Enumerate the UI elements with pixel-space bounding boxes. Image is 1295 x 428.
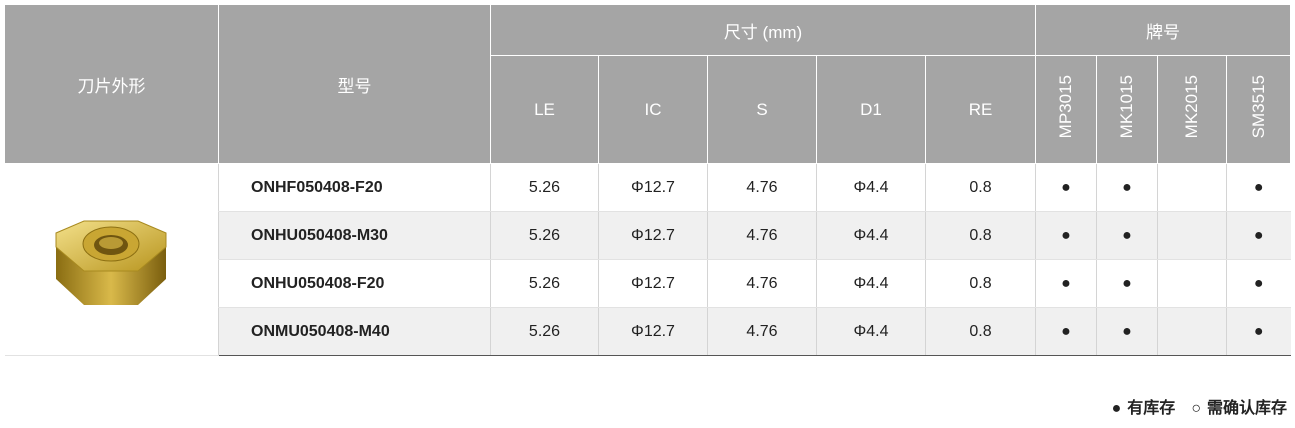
header-cell: S (707, 55, 817, 164)
dimension-cell: Φ4.4 (816, 211, 926, 260)
header-text: SM3515 (1248, 75, 1268, 139)
grade-cell: ● (1035, 259, 1097, 308)
grade-cell: ● (1226, 211, 1291, 260)
header-cell: 尺寸 (mm) (490, 4, 1036, 56)
dimension-cell: 5.26 (490, 163, 599, 212)
legend-symbol: ● (1111, 400, 1122, 417)
grade-cell (1157, 259, 1227, 308)
dimension-cell: 4.76 (707, 307, 817, 356)
header-cell: SM3515 (1226, 55, 1291, 164)
grade-cell: ● (1096, 259, 1158, 308)
grade-cell (1157, 163, 1227, 212)
model-cell: ONMU050408-M40 (218, 307, 491, 356)
dimension-cell: 0.8 (925, 163, 1036, 212)
table-row: ONMU050408-M40 5.26 Φ12.7 4.76 Φ4.4 0.8 ● ● ● (5, 307, 1291, 356)
dimension-cell: 5.26 (490, 211, 599, 260)
dimension-cell: 4.76 (707, 259, 817, 308)
header-cell: MK2015 (1157, 55, 1227, 164)
dimension-cell: 0.8 (925, 259, 1036, 308)
header-row: LE IC S D1 RE MP3015 MK1015 MK2015 SM3515 (5, 55, 1291, 164)
dimension-cell: Φ4.4 (816, 307, 926, 356)
grade-cell (1157, 307, 1227, 356)
dimension-cell: 0.8 (925, 211, 1036, 260)
header-cell: LE (490, 55, 599, 164)
dimension-cell: 0.8 (925, 307, 1036, 356)
grade-cell: ● (1035, 307, 1097, 356)
product-table: 刀片外形 型号 尺寸 (mm) 牌号 LE IC S D1 RE MP3015 MK1015… (4, 4, 1291, 356)
table-body: ONHF050408-F20 5.26 Φ12.7 4.76 Φ4.4 0.8 ● ● ● ONH… (4, 163, 1291, 356)
header-cell: RE (925, 55, 1036, 164)
dimension-cell: 4.76 (707, 211, 817, 260)
header-text: MK1015 (1117, 75, 1136, 139)
insert-image (55, 220, 167, 305)
dimension-cell: Φ12.7 (598, 163, 708, 212)
grade-cell: ● (1035, 163, 1097, 212)
header-text: MK2015 (1182, 75, 1201, 139)
grade-cell: ● (1226, 307, 1291, 356)
grade-cell: ● (1226, 163, 1291, 212)
table-row: ONHU050408-F20 5.26 Φ12.7 4.76 Φ4.4 0.8 ● ● ● (5, 259, 1291, 308)
header-row: 刀片外形 型号 尺寸 (mm) 牌号 (4, 4, 1291, 164)
image-cell (4, 163, 219, 356)
dimension-cell: Φ12.7 (598, 259, 708, 308)
header-cell: IC (598, 55, 708, 164)
header-cell: MP3015 (1035, 55, 1097, 164)
grade-cell: ● (1035, 211, 1097, 260)
dimension-cell: Φ4.4 (816, 163, 926, 212)
header-cell: 刀片外形 (4, 4, 219, 164)
legend-label: 有库存 (1127, 400, 1176, 417)
legend: ● 有库存 ○ 需确认库存 (1106, 394, 1287, 418)
model-cell: ONHU050408-M30 (218, 211, 491, 260)
header-cell: 牌号 (1035, 4, 1291, 56)
legend-symbol: ○ (1191, 400, 1201, 417)
grade-cell: ● (1096, 211, 1158, 260)
grade-cell (1157, 211, 1227, 260)
dimension-cell: 4.76 (707, 163, 817, 212)
header-cell: MK1015 (1096, 55, 1158, 164)
header-cell: D1 (816, 55, 926, 164)
dimension-cell: 5.26 (490, 259, 599, 308)
model-cell: ONHU050408-F20 (218, 259, 491, 308)
dimension-cell: Φ4.4 (816, 259, 926, 308)
grade-cell: ● (1096, 307, 1158, 356)
dimension-cell: Φ12.7 (598, 307, 708, 356)
dimension-cell: 5.26 (490, 307, 599, 356)
dimension-cell: Φ12.7 (598, 211, 708, 260)
header-cell: 型号 (218, 4, 491, 164)
header-text: MP3015 (1056, 75, 1075, 139)
legend-label: 需确认库存 (1206, 400, 1287, 417)
model-cell: ONHF050408-F20 (218, 163, 491, 212)
table-row: ONHU050408-M30 5.26 Φ12.7 4.76 Φ4.4 0.8 ● ● ● (5, 211, 1291, 260)
grade-cell: ● (1226, 259, 1291, 308)
table-header: 刀片外形 型号 尺寸 (mm) 牌号 LE IC S D1 RE MP3015 MK1015… (4, 4, 1291, 164)
grade-cell: ● (1096, 163, 1158, 212)
table-row: ONHF050408-F20 5.26 Φ12.7 4.76 Φ4.4 0.8 ● ● ● (4, 163, 1291, 356)
